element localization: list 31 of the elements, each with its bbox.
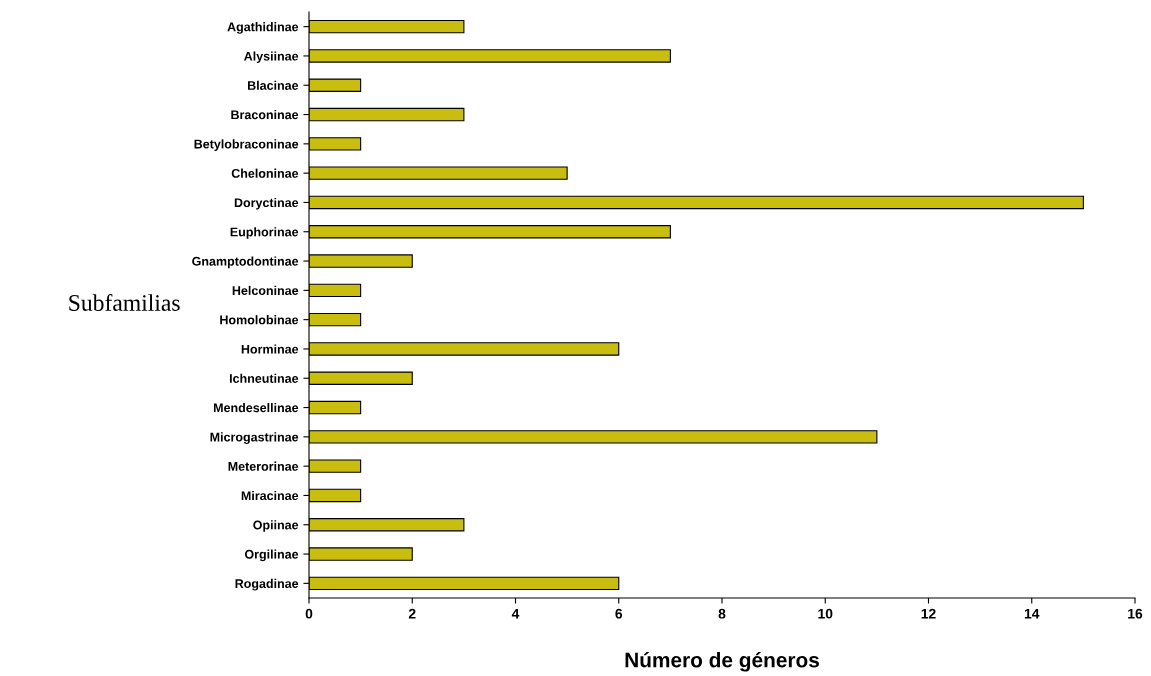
- x-tick-label: 0: [305, 608, 313, 619]
- y-tick-label: Opiinae: [253, 520, 299, 532]
- y-tick-label: Euphorinae: [230, 227, 299, 239]
- y-tick-label: Cheloninae: [231, 168, 299, 178]
- x-tick-label: 2: [408, 608, 416, 619]
- x-tick-label: 6: [615, 608, 623, 619]
- y-tick-label: Orgilinae: [244, 549, 299, 562]
- x-tick-label: 8: [718, 608, 726, 619]
- y-axis-title: Subfamilias: [69, 294, 180, 311]
- x-tick-label: 10: [818, 608, 833, 619]
- y-tick-label: Microgastrinae: [210, 432, 299, 445]
- x-tick-label: 12: [921, 608, 936, 619]
- x-tick-label: 4: [511, 608, 520, 619]
- y-tick-label: Meterorinae: [228, 461, 299, 471]
- y-tick-label: Horminae: [241, 344, 299, 354]
- y-tick-label: Ichneutinae: [229, 373, 299, 383]
- y-tick-label: Betylobraconinae: [194, 139, 299, 151]
- y-tick-label: Agathidinae: [227, 22, 299, 34]
- y-tick-label: Braconinae: [231, 110, 299, 120]
- y-tick-label: Helconinae: [232, 285, 299, 295]
- y-tick-label: Rogadinae: [235, 578, 299, 591]
- y-tick-label: Miracinae: [241, 490, 299, 501]
- x-tick-label: 14: [1024, 608, 1040, 619]
- y-tick-label: Blacinae: [248, 80, 299, 90]
- y-tick-label: Gnamptodontinae: [192, 256, 299, 269]
- y-tick-label: Mendesellinae: [213, 403, 299, 413]
- y-tick-label: Homolobinae: [220, 315, 299, 325]
- x-axis-title: Número de géneros: [625, 651, 819, 672]
- y-tick-label: Alysiinae: [244, 51, 299, 64]
- x-tick-label: 16: [1128, 608, 1143, 619]
- y-tick-label: Doryctinae: [234, 197, 299, 210]
